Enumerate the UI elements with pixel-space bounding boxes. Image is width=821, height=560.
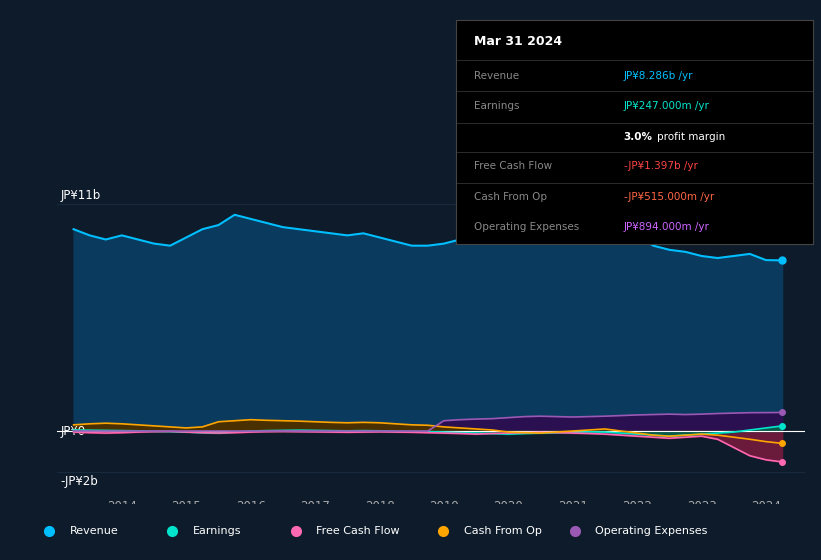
Text: Revenue: Revenue bbox=[474, 71, 519, 81]
Text: Earnings: Earnings bbox=[474, 101, 519, 111]
Text: 3.0%: 3.0% bbox=[623, 132, 653, 142]
Text: Operating Expenses: Operating Expenses bbox=[595, 526, 708, 536]
Text: Free Cash Flow: Free Cash Flow bbox=[474, 161, 552, 171]
Text: JP¥11b: JP¥11b bbox=[60, 189, 100, 202]
Text: -JP¥1.397b /yr: -JP¥1.397b /yr bbox=[623, 161, 697, 171]
Text: Operating Expenses: Operating Expenses bbox=[474, 222, 579, 232]
Text: -JP¥515.000m /yr: -JP¥515.000m /yr bbox=[623, 192, 713, 202]
Text: Mar 31 2024: Mar 31 2024 bbox=[474, 35, 562, 48]
Text: Earnings: Earnings bbox=[193, 526, 241, 536]
Text: -JP¥2b: -JP¥2b bbox=[60, 475, 98, 488]
Text: JP¥8.286b /yr: JP¥8.286b /yr bbox=[623, 71, 693, 81]
Text: JP¥247.000m /yr: JP¥247.000m /yr bbox=[623, 101, 709, 111]
Text: Cash From Op: Cash From Op bbox=[474, 192, 547, 202]
Text: JP¥894.000m /yr: JP¥894.000m /yr bbox=[623, 222, 709, 232]
Text: JP¥0: JP¥0 bbox=[60, 424, 85, 437]
Text: profit margin: profit margin bbox=[658, 132, 726, 142]
Text: Revenue: Revenue bbox=[70, 526, 118, 536]
Text: Cash From Op: Cash From Op bbox=[464, 526, 542, 536]
Text: Free Cash Flow: Free Cash Flow bbox=[316, 526, 400, 536]
